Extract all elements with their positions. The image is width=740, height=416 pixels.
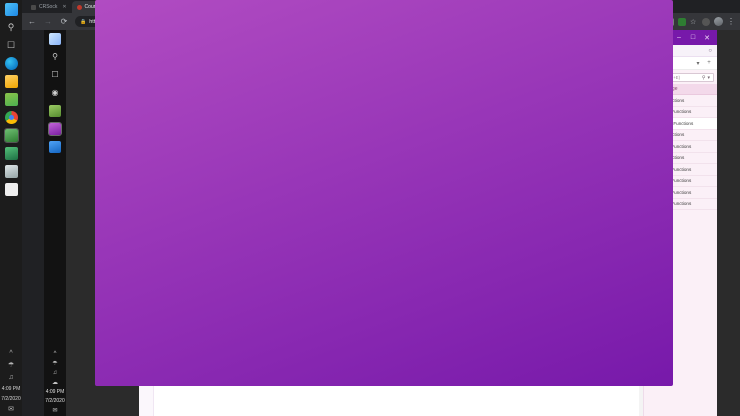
teams-icon[interactable] xyxy=(3,128,19,143)
remote-clock-time[interactable]: 4:09 PM xyxy=(45,389,65,395)
profile-avatar[interactable] xyxy=(714,17,723,26)
chrome-icon[interactable] xyxy=(4,111,18,124)
task-view-icon[interactable]: ☐ xyxy=(6,40,16,50)
close-button[interactable]: ✕ xyxy=(704,34,710,42)
maximize-button[interactable]: □ xyxy=(690,34,696,41)
edge-icon[interactable] xyxy=(4,57,18,70)
back-icon[interactable]: ← xyxy=(28,17,36,26)
mail-icon[interactable] xyxy=(4,165,18,178)
search-icon[interactable]: ⚲ xyxy=(7,22,15,32)
ribbon-options-icon[interactable]: ○ xyxy=(708,47,712,54)
grammar-icon[interactable] xyxy=(678,17,686,26)
excel-icon[interactable] xyxy=(4,147,18,160)
os-clock-date[interactable]: 7/2/2020 xyxy=(1,396,21,402)
volume-icon[interactable]: ♫ xyxy=(52,370,58,376)
page-list-item[interactable]: Inverse Functions xyxy=(644,164,717,176)
page-list-item[interactable]: Inverse Functions xyxy=(644,199,717,210)
page-list-item[interactable]: Inverse Functions xyxy=(644,141,717,153)
page-list-item[interactable]: Inverse Functions xyxy=(644,187,717,199)
green-app-icon[interactable] xyxy=(49,105,61,117)
start-button[interactable] xyxy=(4,3,18,16)
chevron-up-icon[interactable]: ^ xyxy=(9,350,13,357)
remote-clock-date[interactable]: 7/2/2020 xyxy=(45,398,65,404)
os-clock-time[interactable]: 4:09 PM xyxy=(1,386,21,392)
reload-icon[interactable]: ⟳ xyxy=(60,17,68,26)
browser-menu-icon[interactable]: ⋮ xyxy=(727,17,735,26)
bookmark-star-icon[interactable]: ☆ xyxy=(690,18,697,26)
start-button[interactable] xyxy=(49,33,61,45)
search-icon[interactable]: ⚲ xyxy=(52,52,58,61)
minimize-button[interactable]: – xyxy=(677,34,681,41)
volume-icon[interactable]: ♫ xyxy=(8,374,14,381)
forward-icon[interactable]: → xyxy=(44,17,52,26)
file-explorer-icon[interactable] xyxy=(4,75,18,88)
settings-icon[interactable]: ◉ xyxy=(51,88,59,97)
word-icon[interactable] xyxy=(49,141,61,153)
onenote-icon[interactable] xyxy=(95,0,673,386)
chevron-down-icon[interactable]: ▾ xyxy=(707,74,710,81)
close-icon[interactable]: ✕ xyxy=(62,4,67,10)
browser-tab[interactable]: CRSock ✕ xyxy=(26,1,72,13)
section-tab-controls: ▾ + xyxy=(694,60,717,67)
os-system-tray: ^ ☂ ♫ 4:09 PM 7/2/2020 ✉ xyxy=(0,350,22,416)
page-list-item[interactable]: Inverse Functions xyxy=(644,176,717,187)
lock-icon: 🔒 xyxy=(80,18,87,25)
page-list-item[interactable]: Inverse Functions xyxy=(644,107,717,118)
calculator-icon[interactable] xyxy=(4,183,18,196)
add-section-button[interactable]: + xyxy=(707,59,711,66)
onenote-icon[interactable] xyxy=(48,122,62,136)
os-taskbar: ⚲ ☐ ^ ☂ ♫ 4:09 PM 7/2/2020 ✉ xyxy=(0,0,673,416)
chevron-up-icon[interactable]: ^ xyxy=(53,351,57,357)
notifications-icon[interactable]: ✉ xyxy=(52,408,58,414)
notifications-icon[interactable]: ✉ xyxy=(8,406,14,413)
network-icon[interactable]: ☂ xyxy=(52,361,58,367)
canvas-favicon xyxy=(76,4,82,10)
remote-taskbar: ⚲ ☐ ◉ ^ ☂ ♫ ☁ 4:09 PM 7/2/2020 ✉ xyxy=(44,30,66,416)
generic-favicon xyxy=(31,4,36,10)
browser-tab-title: CRSock xyxy=(39,4,58,10)
onedrive-icon[interactable]: ☁ xyxy=(52,380,58,386)
remote-system-tray: ^ ☂ ♫ ☁ 4:09 PM 7/2/2020 ✉ xyxy=(44,351,66,416)
green-app-icon[interactable] xyxy=(4,93,18,106)
collections-icon[interactable] xyxy=(702,17,710,26)
section-overflow-icon[interactable]: ▾ xyxy=(696,60,700,67)
search-icon[interactable]: ⚲ xyxy=(701,74,706,81)
task-view-icon[interactable]: ☐ xyxy=(51,70,59,79)
network-icon[interactable]: ☂ xyxy=(7,362,15,369)
